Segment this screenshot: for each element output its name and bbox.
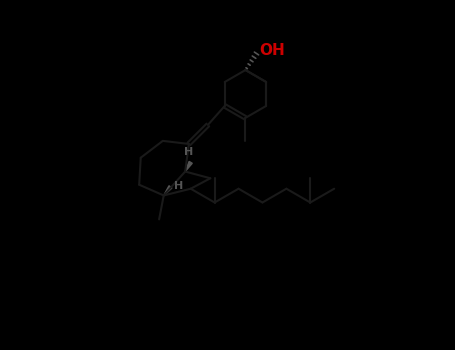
Text: H: H [184,147,193,158]
Text: H: H [174,181,184,191]
Text: OH: OH [259,43,285,58]
Polygon shape [185,161,192,171]
Polygon shape [164,186,172,195]
